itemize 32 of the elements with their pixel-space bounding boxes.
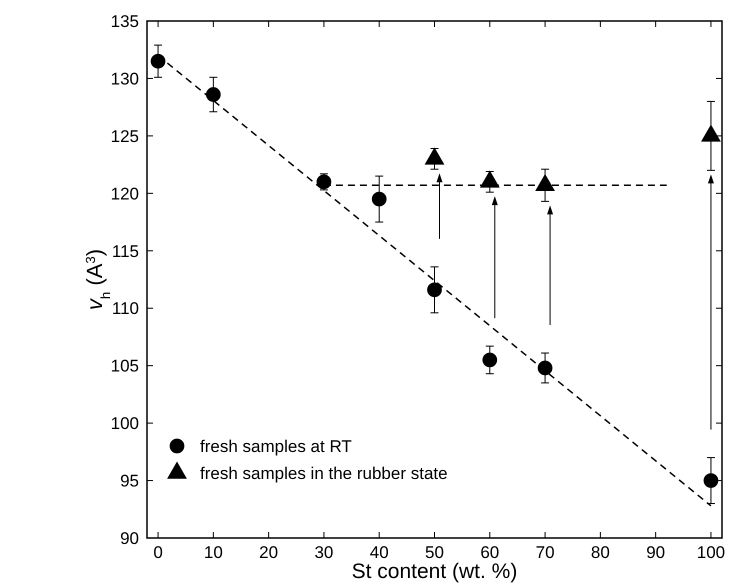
y-tick-label: 125 [110, 126, 139, 146]
point [427, 282, 442, 298]
x-tick-label: 20 [259, 543, 278, 562]
x-tick-label: 70 [536, 543, 555, 562]
legend-label: fresh samples in the rubber state [200, 464, 448, 483]
point [372, 192, 387, 206]
y-tick-label: 115 [112, 242, 139, 261]
x-tick-label: 10 [204, 543, 223, 562]
point [482, 352, 498, 368]
x-tick-label: 50 [425, 543, 444, 562]
x-tick-label: 100 [696, 543, 726, 562]
x-tick-label: 60 [480, 543, 500, 562]
y-tick-label: 105 [110, 356, 139, 376]
y-tick-label: 90 [120, 529, 139, 548]
y-tick-label: 100 [110, 414, 139, 434]
x-tick-label: 30 [314, 543, 334, 562]
x-tick-label: 90 [646, 543, 666, 562]
x-tick-label: 40 [370, 543, 389, 562]
point [316, 174, 332, 190]
x-tick-label: 0 [153, 543, 163, 562]
x-tick-label: 80 [590, 543, 610, 562]
point [150, 54, 166, 69]
x-axis-title: St content (wt. %) [352, 560, 518, 583]
point [538, 360, 552, 376]
y-tick-label: 130 [110, 69, 139, 88]
y-tick-label: 110 [112, 299, 139, 318]
point [704, 473, 718, 488]
legend-label: fresh samples at RT [200, 437, 352, 456]
y-tick-label: 120 [110, 184, 139, 204]
y-tick-label: 135 [110, 12, 139, 31]
point [206, 87, 221, 102]
y-tick-label: 95 [120, 472, 139, 491]
